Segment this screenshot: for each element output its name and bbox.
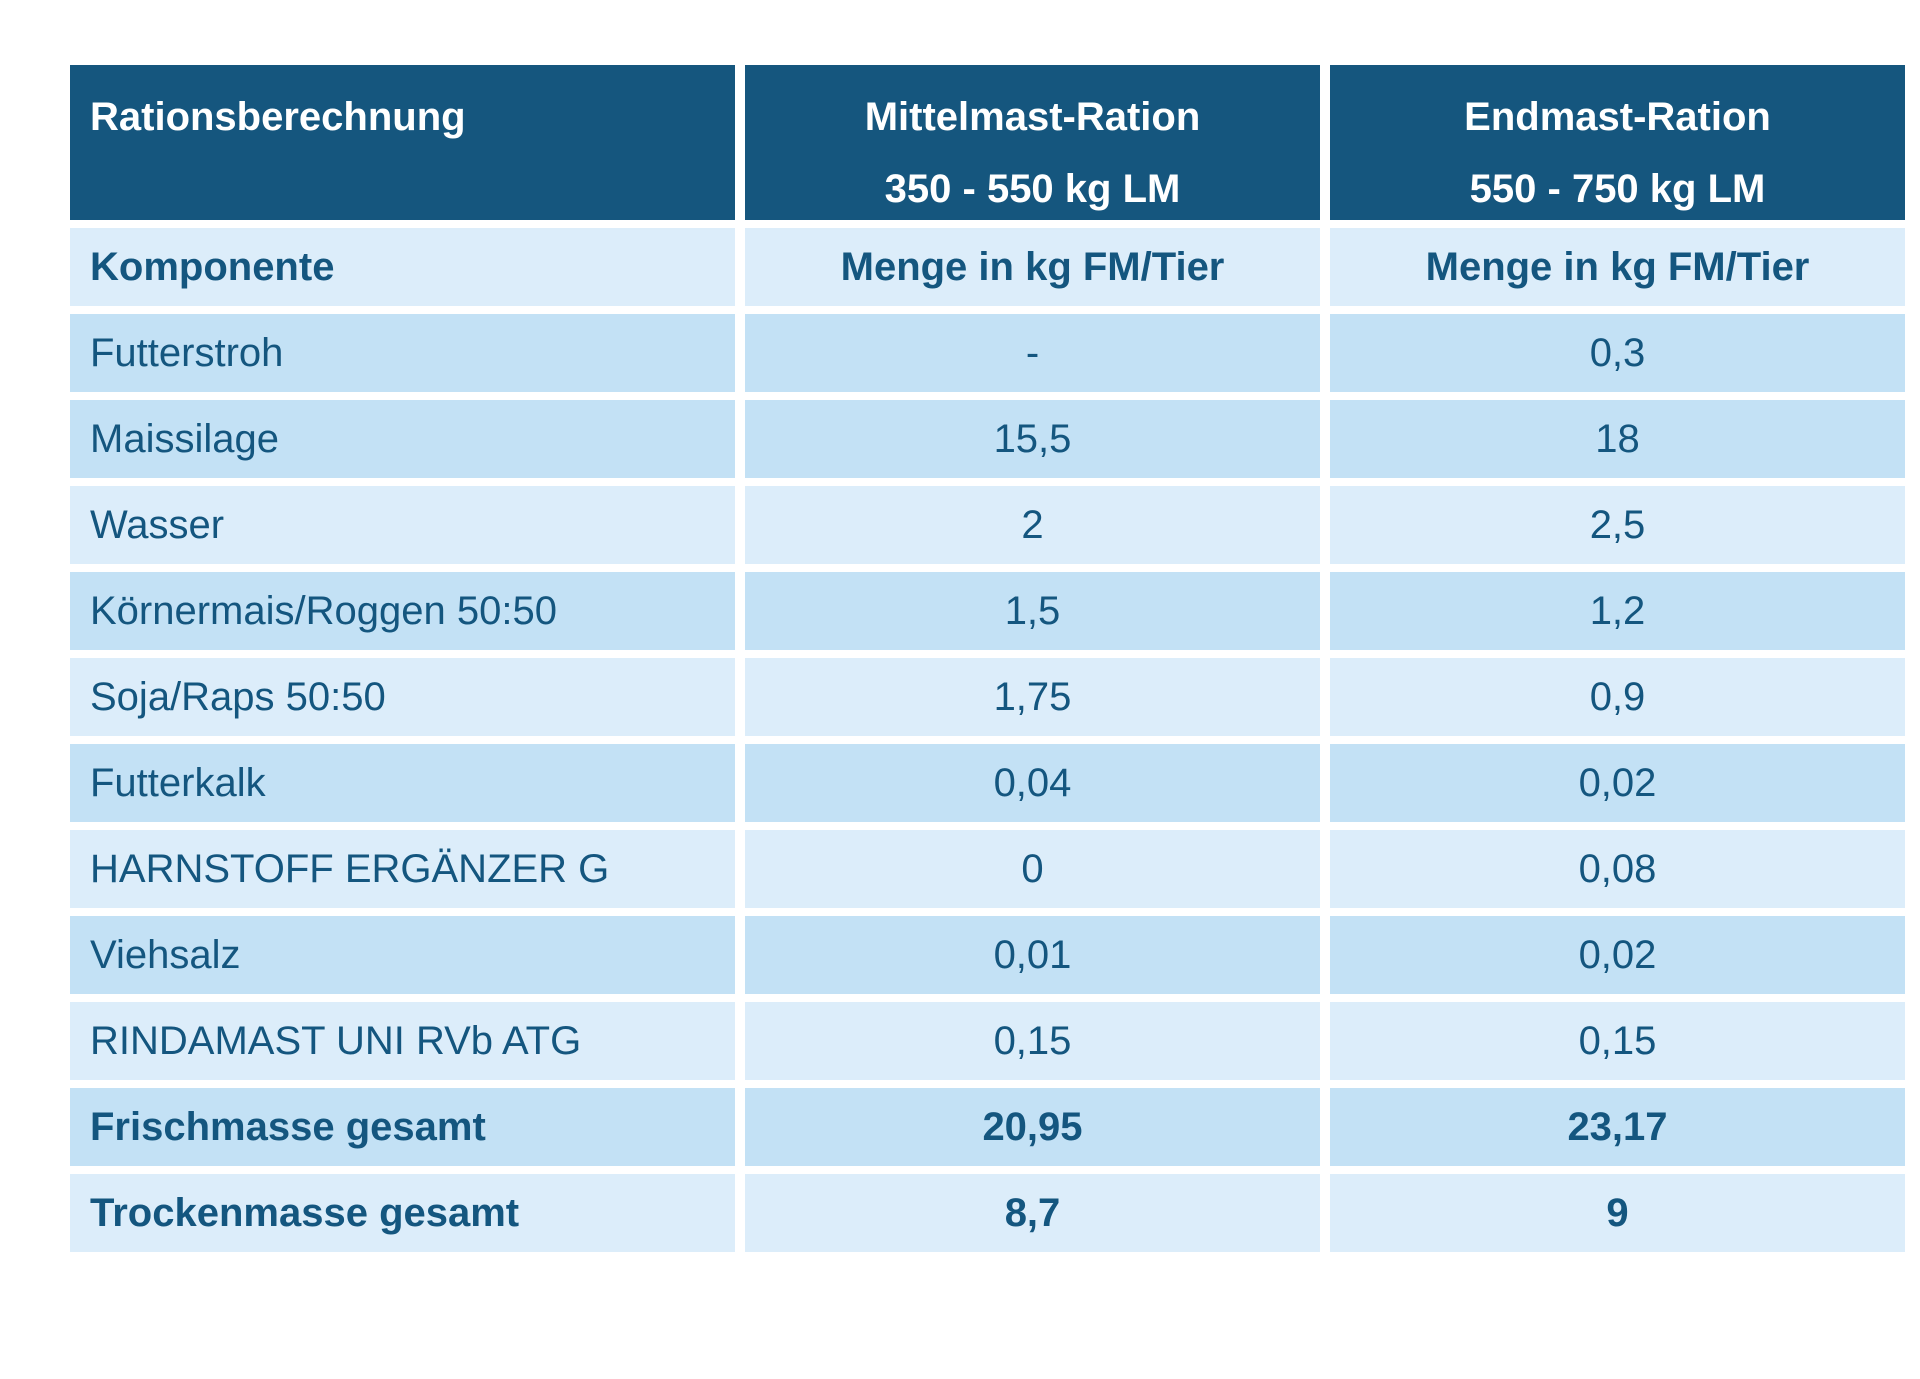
table-row: Soja/Raps 50:50 1,75 0,9 [70,658,1905,736]
mittelmast-value-cell: 20,95 [745,1088,1320,1166]
endmast-value-cell: 18 [1330,400,1905,478]
table-row: RINDAMAST UNI RVb ATG 0,15 0,15 [70,1002,1905,1080]
endmast-value-cell: 2,5 [1330,486,1905,564]
header-cell-endmast: Endmast-Ration 550 - 750 kg LM [1330,65,1905,220]
component-cell: Viehsalz [70,916,735,994]
component-cell: RINDAMAST UNI RVb ATG [70,1002,735,1080]
ration-table: Rationsberechnung Mittelmast-Ration 350 … [70,65,1905,1252]
mittelmast-value-cell: 15,5 [745,400,1320,478]
component-cell: Komponente [70,228,735,306]
header-mittelmast-line2: 350 - 550 kg LM [884,167,1181,211]
table-row: Frischmasse gesamt 20,95 23,17 [70,1088,1905,1166]
table-row: Futterstroh -0,3 [70,314,1905,392]
component-cell: Maissilage [70,400,735,478]
header-title: Rationsberechnung [90,95,466,139]
mittelmast-value-cell: 8,7 [745,1174,1320,1252]
component-cell: Soja/Raps 50:50 [70,658,735,736]
table-header-row: Rationsberechnung Mittelmast-Ration 350 … [70,65,1905,220]
header-cell-mittelmast: Mittelmast-Ration 350 - 550 kg LM [745,65,1320,220]
header-endmast-line2: 550 - 750 kg LM [1469,167,1766,211]
endmast-value-cell: 0,02 [1330,916,1905,994]
endmast-value-cell: 0,9 [1330,658,1905,736]
header-mittelmast-line1: Mittelmast-Ration [864,95,1201,139]
mittelmast-value-cell: - [745,314,1320,392]
component-cell: Wasser [70,486,735,564]
endmast-value-cell: Menge in kg FM/Tier [1330,228,1905,306]
mittelmast-value-cell: 1,5 [745,572,1320,650]
endmast-value-cell: 0,15 [1330,1002,1905,1080]
table-row: Wasser 2 2,5 [70,486,1905,564]
mittelmast-value-cell: 0,15 [745,1002,1320,1080]
component-cell: HARNSTOFF ERGÄNZER G [70,830,735,908]
mittelmast-value-cell: 2 [745,486,1320,564]
endmast-value-cell: 1,2 [1330,572,1905,650]
component-cell: Frischmasse gesamt [70,1088,735,1166]
table-row: Komponente Menge in kg FM/Tier Menge in kg… [70,228,1905,306]
endmast-value-cell: 9 [1330,1174,1905,1252]
table-row: Futterkalk 0,04 0,02 [70,744,1905,822]
component-cell: Futterkalk [70,744,735,822]
mittelmast-value-cell: Menge in kg FM/Tier [745,228,1320,306]
component-cell: Futterstroh [70,314,735,392]
mittelmast-value-cell: 0,04 [745,744,1320,822]
endmast-value-cell: 0,08 [1330,830,1905,908]
endmast-value-cell: 23,17 [1330,1088,1905,1166]
mittelmast-value-cell: 1,75 [745,658,1320,736]
component-cell: Trockenmasse gesamt [70,1174,735,1252]
endmast-value-cell: 0,02 [1330,744,1905,822]
endmast-value-cell: 0,3 [1330,314,1905,392]
table-row: Viehsalz 0,01 0,02 [70,916,1905,994]
header-endmast-line1: Endmast-Ration [1464,95,1771,139]
table-row: HARNSTOFF ERGÄNZER G 0 0,08 [70,830,1905,908]
table-row: Trockenmasse gesamt 8,7 9 [70,1174,1905,1252]
mittelmast-value-cell: 0,01 [745,916,1320,994]
component-cell: Körnermais/Roggen 50:50 [70,572,735,650]
header-cell-rationsberechnung: Rationsberechnung [70,65,735,220]
table-row: Körnermais/Roggen 50:50 1,5 1,2 [70,572,1905,650]
table-row: Maissilage 15,5 18 [70,400,1905,478]
mittelmast-value-cell: 0 [745,830,1320,908]
